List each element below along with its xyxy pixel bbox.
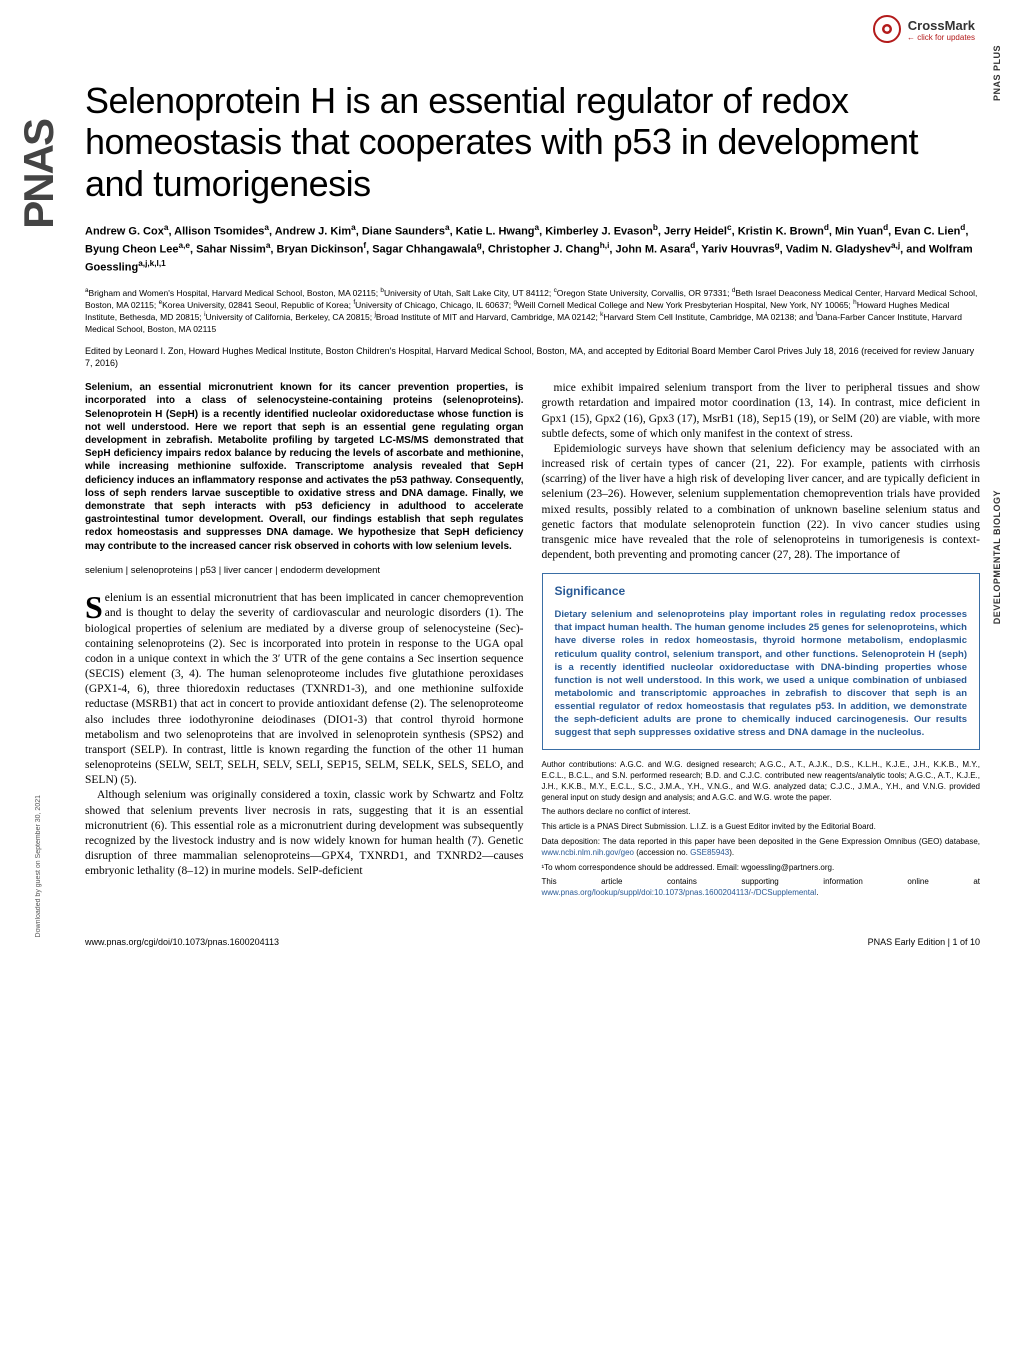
footnotes: Author contributions: A.G.C. and W.G. de…: [542, 760, 981, 899]
author-contributions: Author contributions: A.G.C. and W.G. de…: [542, 760, 981, 803]
crossmark-icon: [873, 15, 901, 43]
crossmark-badge[interactable]: CrossMark ← click for updates: [873, 15, 975, 43]
data-deposition: Data deposition: The data reported in th…: [542, 837, 981, 859]
article-page: PNAS CrossMark ← click for updates PNAS …: [0, 0, 1020, 967]
article-body-columns: Selenium, an essential micronutrient kno…: [85, 381, 980, 899]
journal-brand-vertical: PNAS: [15, 120, 63, 229]
significance-body: Dietary selenium and selenoproteins play…: [555, 608, 968, 739]
crossmark-label: CrossMark: [908, 18, 975, 33]
doi-link[interactable]: www.pnas.org/cgi/doi/10.1073/pnas.160020…: [85, 937, 279, 947]
submission-statement: This article is a PNAS Direct Submission…: [542, 822, 981, 833]
abstract: Selenium, an essential micronutrient kno…: [85, 381, 524, 552]
significance-box: Significance Dietary selenium and seleno…: [542, 573, 981, 750]
section-tag-pnas-plus: PNAS PLUS: [992, 45, 1002, 101]
body-paragraph: Epidemiologic surveys have shown that se…: [542, 442, 981, 563]
article-title: Selenoprotein H is an essential regulato…: [85, 80, 980, 204]
page-number: PNAS Early Edition | 1 of 10: [868, 937, 980, 947]
author-list: Andrew G. Coxa, Allison Tsomidesa, Andre…: [85, 222, 980, 276]
geo-link[interactable]: www.ncbi.nlm.nih.gov/geo: [542, 848, 635, 857]
page-footer: www.pnas.org/cgi/doi/10.1073/pnas.160020…: [85, 929, 980, 947]
crossmark-sublabel: ← click for updates: [907, 33, 975, 42]
body-paragraph: mice exhibit impaired selenium transport…: [542, 381, 981, 442]
keywords: selenium | selenoproteins | p53 | liver …: [85, 565, 524, 578]
download-note: Downloaded by guest on September 30, 202…: [35, 795, 42, 937]
body-paragraph: elenium is an essential micronutrient th…: [85, 592, 524, 786]
edited-by: Edited by Leonard I. Zon, Howard Hughes …: [85, 345, 980, 369]
section-tag-biology: DEVELOPMENTAL BIOLOGY: [992, 490, 1002, 624]
correspondence: ¹To whom correspondence should be addres…: [542, 863, 981, 874]
conflict-statement: The authors declare no conflict of inter…: [542, 807, 981, 818]
accession-link[interactable]: GSE85943: [690, 848, 729, 857]
supporting-link[interactable]: www.pnas.org/lookup/suppl/doi:10.1073/pn…: [542, 888, 817, 897]
affiliations: aBrigham and Women's Hospital, Harvard M…: [85, 287, 980, 335]
significance-title: Significance: [555, 584, 968, 600]
dropcap: S: [85, 591, 105, 621]
supporting-info: This article contains supporting informa…: [542, 877, 981, 899]
body-paragraph: Although selenium was originally conside…: [85, 788, 524, 879]
